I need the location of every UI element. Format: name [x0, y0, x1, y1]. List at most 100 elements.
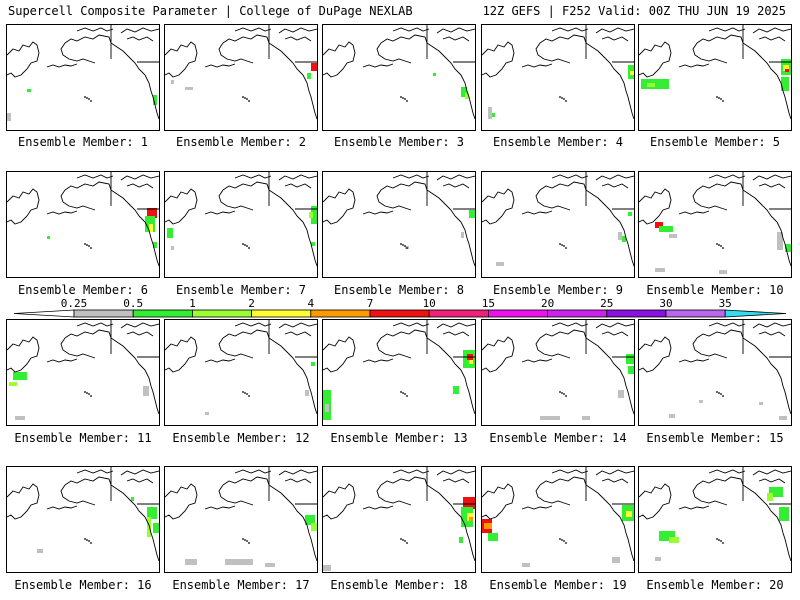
map-canvas: [7, 172, 159, 267]
coastline: [64, 329, 146, 371]
coastline: [639, 41, 672, 78]
coastline: [380, 476, 462, 518]
coastline: [60, 189, 96, 211]
coastline: [442, 36, 470, 42]
scp-shading: [582, 416, 590, 420]
colorbar-tick-label: 0.25: [61, 297, 88, 310]
hawaii-island: [406, 247, 408, 249]
coastline: [696, 34, 778, 76]
coastline: [595, 469, 634, 476]
coastline: [126, 331, 154, 337]
coastline: [64, 476, 146, 518]
coastline: [460, 516, 475, 562]
scp-shading: [630, 71, 634, 75]
hawaii-island: [244, 539, 246, 541]
ensemble-map-3: [322, 24, 476, 131]
hawaii-island: [718, 97, 720, 99]
scp-shading: [669, 537, 679, 543]
scp-shading: [626, 511, 632, 517]
ensemble-map-16: [6, 466, 160, 573]
map-canvas: [639, 320, 791, 420]
hawaii-island: [716, 391, 718, 393]
scp-shading: [171, 80, 174, 84]
coastline: [204, 210, 236, 215]
coastline: [120, 27, 159, 34]
colorbar-segment: [665, 309, 726, 318]
hawaii-island: [400, 391, 402, 393]
coastline: [601, 331, 629, 337]
page-title: Supercell Composite Parameter | College …: [8, 4, 413, 18]
coastline: [696, 476, 778, 518]
ensemble-member-label: Ensemble Member: 4: [492, 135, 624, 149]
hawaii-island: [722, 100, 724, 102]
coastline: [619, 369, 634, 415]
coastline: [619, 74, 634, 120]
scp-shading: [488, 107, 492, 119]
coastline: [708, 322, 746, 327]
scp-shading: [459, 537, 463, 543]
ensemble-map-20: [638, 466, 792, 573]
map-canvas: [7, 320, 159, 420]
hawaii-island: [406, 542, 408, 544]
coastline: [165, 336, 198, 373]
coastline: [362, 210, 394, 215]
coastline: [120, 322, 159, 329]
color-scale-legend: 0.25 0.5 1 2 4 7 10 15 20 25 30 35: [0, 296, 800, 322]
ensemble-map-7: [164, 171, 318, 278]
scp-shading: [669, 234, 677, 238]
coastline: [165, 188, 198, 225]
coastline: [692, 189, 728, 211]
scp-shading: [465, 93, 469, 99]
hawaii-island: [88, 393, 90, 395]
hawaii-island: [722, 395, 724, 397]
colorbar-segment: [369, 309, 430, 318]
ensemble-member-label: Ensemble Member: 10: [646, 283, 784, 297]
scp-shading: [311, 523, 317, 531]
ensemble-member-label: Ensemble Member: 13: [330, 431, 468, 445]
hawaii-island: [718, 392, 720, 394]
coastline: [595, 322, 634, 329]
hawaii-island: [90, 100, 92, 102]
hawaii-island: [248, 247, 250, 249]
map-canvas: [639, 25, 791, 120]
coastline: [46, 505, 78, 510]
colorbar-tick-label: 10: [423, 297, 436, 310]
scp-shading: [647, 83, 655, 87]
coastline: [302, 516, 317, 562]
coastline: [678, 63, 710, 68]
coastline: [323, 483, 356, 520]
coastline: [222, 329, 304, 371]
ensemble-member-label: Ensemble Member: 9: [492, 283, 624, 297]
coastline: [234, 174, 272, 179]
ensemble-map-10: [638, 171, 792, 278]
coastline: [692, 484, 728, 506]
coastline: [76, 27, 114, 32]
scp-shading: [325, 404, 329, 412]
coastline: [601, 478, 629, 484]
colorbar-segment: [310, 309, 371, 318]
coastline: [218, 42, 254, 64]
hawaii-island: [242, 538, 244, 540]
coastline: [204, 358, 236, 363]
coastline: [619, 516, 634, 562]
colorbar-segment: [191, 309, 252, 318]
colorbar-segment: [547, 309, 608, 318]
coastline: [539, 181, 621, 223]
hawaii-island: [86, 244, 88, 246]
coastline: [482, 483, 515, 520]
hawaii-island: [720, 540, 722, 542]
scp-shading: [779, 507, 789, 521]
coastline: [678, 210, 710, 215]
scp-shading: [659, 226, 673, 232]
scp-shading: [147, 507, 157, 519]
coastline: [436, 27, 475, 34]
scp-shading: [265, 563, 275, 567]
coastline: [708, 27, 746, 32]
map-canvas: [482, 172, 634, 267]
coastline: [619, 221, 634, 267]
hawaii-island: [86, 97, 88, 99]
coastline: [776, 221, 791, 267]
map-canvas: [482, 467, 634, 567]
scp-shading: [496, 262, 504, 266]
ensemble-member-label: Ensemble Member: 6: [17, 283, 149, 297]
